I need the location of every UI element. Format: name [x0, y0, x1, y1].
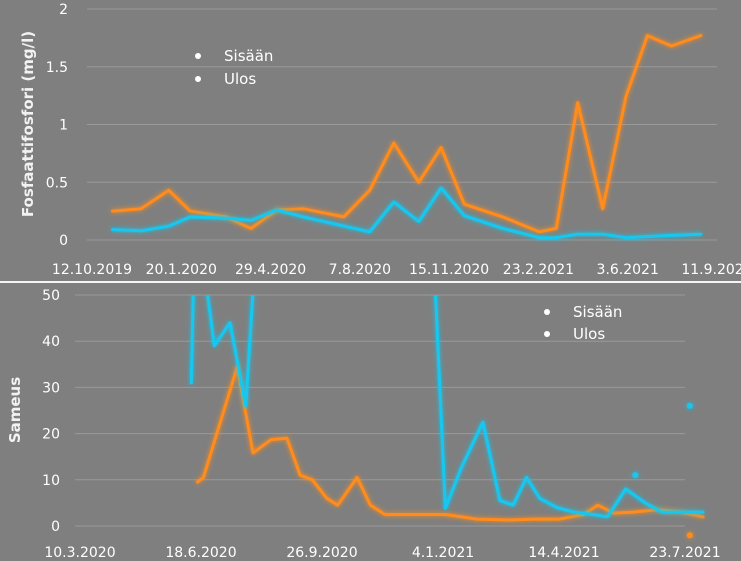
x-tick-label: 12.10.2019: [52, 262, 132, 278]
phosphate-chart: 0 0.5 1 1.5 2 12.10.2019 20.1.2020 29.4.2020 7.8…: [19, 2, 741, 278]
y-tick-label: 10: [42, 473, 60, 489]
legend-entry: Sisään: [178, 47, 273, 65]
legend-marker: [544, 331, 550, 337]
turbidity-chart: 0 10 20 30 40 50 10.3.2020 18.6.2020 26.9.2020 4.…: [6, 288, 721, 561]
y-axis-title: Sameus: [6, 377, 24, 443]
x-tick-label: 4.1.2021: [412, 545, 474, 561]
x-tick-label: 26.9.2020: [286, 545, 357, 561]
isolated-point: [686, 402, 693, 409]
y-tick-label: 0.5: [46, 175, 68, 191]
series-sisaan: [111, 34, 703, 234]
legend-marker: [195, 53, 201, 59]
legend-marker: [544, 309, 550, 315]
x-tick-label: 10.3.2020: [44, 545, 115, 561]
y-tick-label: 0: [59, 233, 68, 249]
x-tick-label: 7.8.2020: [329, 262, 391, 278]
y-tick-label: 40: [42, 334, 60, 350]
legend-label: Ulos: [573, 325, 605, 343]
series-ulos: [111, 186, 703, 240]
plot-area: [189, 295, 705, 539]
x-tick-label: 3.6.2021: [597, 262, 659, 278]
x-tick-label: 14.4.2021: [528, 545, 599, 561]
series-ulos: [189, 295, 705, 519]
isolated-point: [686, 532, 693, 539]
series-line: [111, 34, 703, 234]
legend-entry: Sisään: [527, 303, 622, 321]
y-tick-label: 1: [59, 118, 68, 134]
x-tick-label: 11.9.2021: [681, 262, 741, 278]
series-line: [189, 295, 195, 385]
x-tick-label: 15.11.2020: [409, 262, 489, 278]
y-tick-label: 1.5: [46, 60, 68, 76]
series-line: [111, 186, 703, 240]
y-tick-label: 30: [42, 380, 60, 396]
legend-entry: Ulos: [527, 325, 605, 343]
series-line: [206, 295, 255, 408]
y-axis-title: Fosfaattifosfori (mg/l): [19, 31, 37, 217]
x-tick-label: 29.4.2020: [235, 262, 306, 278]
x-tick-label: 23.2.2021: [503, 262, 574, 278]
y-tick-label: 20: [42, 427, 60, 443]
x-tick-label: 20.1.2020: [146, 262, 217, 278]
x-tick-label: 18.6.2020: [165, 545, 236, 561]
y-tick-label: 50: [42, 288, 60, 304]
plot-area: [111, 34, 703, 240]
legend-marker: [195, 76, 201, 82]
legend-label: Sisään: [224, 47, 273, 65]
series-sisaan: [195, 365, 705, 539]
legend-label: Ulos: [224, 70, 256, 88]
legend-entry: Ulos: [178, 70, 256, 88]
y-tick-label: 2: [59, 2, 68, 18]
y-tick-label: 0: [51, 519, 60, 535]
isolated-point: [632, 472, 639, 479]
legend-label: Sisään: [573, 303, 622, 321]
x-tick-label: 23.7.2021: [649, 545, 720, 561]
series-line: [434, 295, 705, 519]
